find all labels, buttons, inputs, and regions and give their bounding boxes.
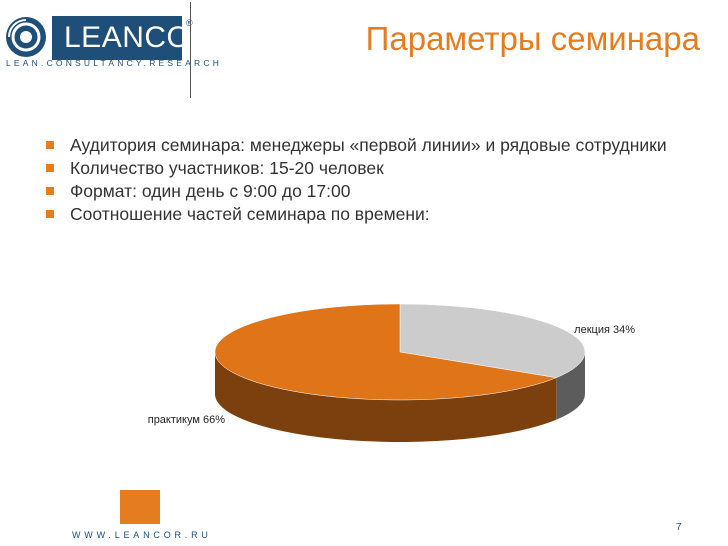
bullet-item: Аудитория семинара: менеджеры «первой ли… <box>46 135 686 156</box>
logo-registered-mark: ® <box>186 18 193 28</box>
bullet-square-icon <box>46 164 54 172</box>
bullet-item: Формат: один день с 9:00 до 17:00 <box>46 181 686 202</box>
logo-tagline: LEAN.CONSULTANCY.RESEARCH <box>6 58 223 68</box>
pie-slice-0 <box>399 303 586 378</box>
pie-label-0: лекция 34% <box>574 324 635 336</box>
pie-slice-side-0 <box>556 352 585 420</box>
footer-url: WWW.LEANCOR.RU <box>72 530 212 540</box>
bullet-square-icon <box>46 141 54 149</box>
slide-title: Параметры семинара <box>365 20 700 57</box>
logo-wordmark: LEANCOR <box>52 16 212 60</box>
bullet-square-icon <box>46 210 54 218</box>
pie-slice-side-1 <box>215 352 557 442</box>
bullet-text: Формат: один день с 9:00 до 17:00 <box>70 181 351 201</box>
pie-chart: лекция 34% практикум 66% <box>148 303 635 442</box>
footer-accent-square <box>120 490 160 524</box>
bullet-item: Соотношение частей семинара по времени: <box>46 204 686 225</box>
page-number: 7 <box>676 522 682 533</box>
logo-divider <box>190 2 191 98</box>
bullet-list: Аудитория семинара: менеджеры «первой ли… <box>46 135 686 227</box>
bullet-item: Количество участников: 15-20 человек <box>46 158 686 179</box>
bullet-square-icon <box>46 187 54 195</box>
bullet-text: Аудитория семинара: менеджеры «первой ли… <box>70 135 667 155</box>
logo: LEANCOR ® LEAN.CONSULTANCY.RESEARCH <box>2 0 219 80</box>
logo-mark-icon <box>6 17 46 57</box>
pie-slice-1 <box>214 303 558 401</box>
pie-label-1: практикум 66% <box>148 414 225 426</box>
bullet-text: Количество участников: 15-20 человек <box>70 158 384 178</box>
bullet-text: Соотношение частей семинара по времени: <box>70 204 430 224</box>
